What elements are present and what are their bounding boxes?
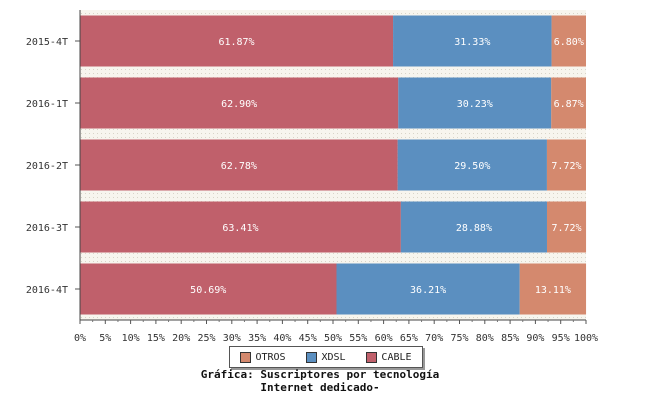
x-tick-label: 55% bbox=[349, 333, 367, 344]
x-tick-label: 70% bbox=[425, 333, 443, 344]
x-tick-label: 5% bbox=[99, 333, 111, 344]
x-tick-label: 65% bbox=[400, 333, 418, 344]
data-label-cable-2016-3T: 63.41% bbox=[222, 223, 258, 234]
legend-swatch-xdsl bbox=[306, 351, 318, 363]
x-tick-label: 40% bbox=[273, 333, 291, 344]
x-tick-label: 45% bbox=[299, 333, 317, 344]
legend: OTROS XDSL CABLE bbox=[229, 346, 423, 368]
bar-xdsl-2015-4T bbox=[393, 15, 552, 67]
bar-otros-2016-3T bbox=[546, 201, 587, 253]
data-label-cable-2016-4T: 50.69% bbox=[190, 285, 226, 296]
data-label-otros-2016-4T: 13.11% bbox=[535, 285, 571, 296]
data-label-xdsl-2016-2T: 29.50% bbox=[454, 161, 490, 172]
bar-otros-2016-1T bbox=[551, 77, 586, 129]
x-tick-label: 60% bbox=[375, 333, 393, 344]
x-tick-label: 10% bbox=[122, 333, 140, 344]
data-label-otros-2016-2T: 7.72% bbox=[551, 161, 581, 172]
bar-cable-2016-4T bbox=[80, 263, 337, 315]
data-label-xdsl-2016-3T: 28.88% bbox=[456, 223, 492, 234]
x-tick-label: 100% bbox=[574, 333, 598, 344]
legend-label-xdsl: XDSL bbox=[321, 351, 346, 363]
category-label-2016-3T: 2016-3T bbox=[26, 223, 68, 234]
bar-xdsl-2016-2T bbox=[397, 139, 547, 191]
legend-label-cable: CABLE bbox=[381, 351, 412, 363]
x-tick-label: 20% bbox=[172, 333, 190, 344]
x-tick-label: 50% bbox=[324, 333, 342, 344]
bar-cable-2016-2T bbox=[80, 139, 398, 191]
legend-item-cable: CABLE bbox=[366, 351, 412, 363]
bar-xdsl-2016-1T bbox=[398, 77, 552, 129]
data-label-cable-2016-1T: 62.90% bbox=[221, 99, 257, 110]
bar-cable-2016-1T bbox=[80, 77, 399, 129]
data-label-cable-2016-2T: 62.78% bbox=[221, 161, 257, 172]
caption-line-1: Gráfica: Suscriptores por tecnología bbox=[200, 368, 440, 381]
x-tick-label: 35% bbox=[248, 333, 266, 344]
x-tick-label: 30% bbox=[223, 333, 241, 344]
data-label-xdsl-2015-4T: 31.33% bbox=[454, 37, 490, 48]
bar-otros-2015-4T bbox=[551, 15, 586, 67]
legend-item-xdsl: XDSL bbox=[306, 351, 346, 363]
bar-xdsl-2016-3T bbox=[400, 201, 547, 253]
data-label-xdsl-2016-1T: 30.23% bbox=[457, 99, 493, 110]
x-tick-label: 90% bbox=[526, 333, 544, 344]
bar-cable-2015-4T bbox=[80, 15, 394, 67]
legend-swatch-otros bbox=[240, 351, 252, 363]
x-tick-label: 25% bbox=[197, 333, 215, 344]
data-label-otros-2016-1T: 6.87% bbox=[554, 99, 584, 110]
data-label-otros-2015-4T: 6.80% bbox=[554, 37, 584, 48]
bar-cable-2016-3T bbox=[80, 201, 401, 253]
legend-label-otros: OTROS bbox=[255, 351, 286, 363]
bar-otros-2016-2T bbox=[546, 139, 586, 191]
category-label-2016-4T: 2016-4T bbox=[26, 285, 68, 296]
x-tick-label: 15% bbox=[147, 333, 165, 344]
chart-caption: Gráfica: Suscriptores por tecnología Int… bbox=[0, 368, 640, 394]
bar-xdsl-2016-4T bbox=[336, 263, 520, 315]
legend-item-otros: OTROS bbox=[240, 351, 286, 363]
x-tick-label: 0% bbox=[74, 333, 86, 344]
data-label-xdsl-2016-4T: 36.21% bbox=[410, 285, 446, 296]
category-label-2016-2T: 2016-2T bbox=[26, 161, 68, 172]
category-label-2016-1T: 2016-1T bbox=[26, 99, 68, 110]
x-tick-label: 75% bbox=[450, 333, 468, 344]
bar-otros-2016-4T bbox=[519, 263, 587, 315]
x-tick-label: 95% bbox=[552, 333, 570, 344]
caption-line-2: Internet dedicado- bbox=[260, 381, 380, 394]
category-label-2015-4T: 2015-4T bbox=[26, 37, 68, 48]
data-label-cable-2015-4T: 61.87% bbox=[218, 37, 254, 48]
x-tick-label: 80% bbox=[476, 333, 494, 344]
x-tick-label: 85% bbox=[501, 333, 519, 344]
legend-swatch-cable bbox=[366, 351, 378, 363]
data-label-otros-2016-3T: 7.72% bbox=[551, 223, 581, 234]
